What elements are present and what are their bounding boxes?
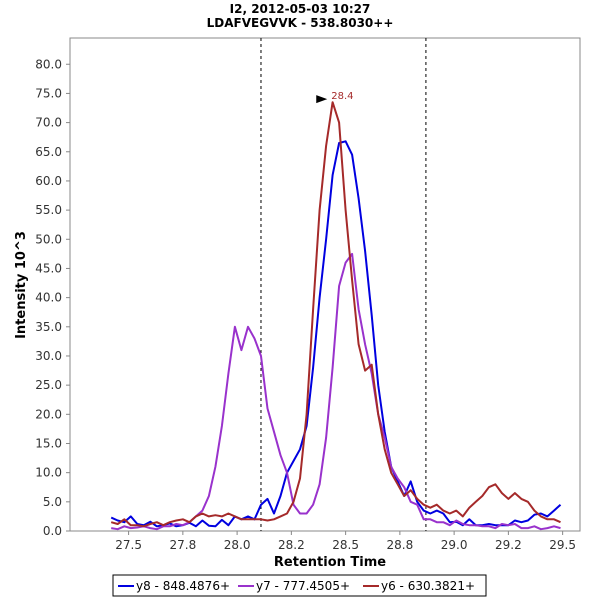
- y-tick-label: 70.0: [35, 116, 62, 130]
- y-tick-label: 60.0: [35, 174, 62, 188]
- axis-ticks-group: 0.0 5.0 10.0 15.0 20.0 25.0 30.0 35.0 40.0 45.0 50…: [35, 57, 576, 552]
- y-tick-label: 30.0: [35, 349, 62, 363]
- peak-annotation-group: 28.4: [316, 91, 354, 104]
- boundary-lines-group: [260, 38, 427, 531]
- peak-marker-arrow: [316, 95, 328, 104]
- y-tick-label: 5.0: [43, 495, 62, 509]
- peak-label: 28.4: [331, 91, 353, 102]
- y-tick-label: 45.0: [35, 261, 62, 275]
- y-axis-label: Intensity 10^3: [14, 231, 29, 339]
- series-line-y6: [110, 101, 561, 528]
- y-tick-label: 80.0: [35, 57, 62, 71]
- y-tick-label: 35.0: [35, 320, 62, 334]
- x-tick-label: 29.0: [441, 538, 468, 552]
- series-line-y7: [111, 252, 561, 531]
- y-tick-label: 0.0: [43, 524, 62, 538]
- x-tick-label: 28.5: [332, 538, 359, 552]
- y-tick-label: 65.0: [35, 145, 62, 159]
- x-tick-label: 27.5: [115, 538, 142, 552]
- y-tick-label: 40.0: [35, 291, 62, 305]
- chart-title: I2, 2012-05-03 10:27: [230, 2, 371, 16]
- y-tick-label: 25.0: [35, 378, 62, 392]
- y-tick-label: 15.0: [35, 436, 62, 450]
- legend-label-y8: y8 - 848.4876+: [136, 579, 230, 593]
- legend-label-y7: y7 - 777.4505+: [256, 579, 350, 593]
- y-tick-label: 50.0: [35, 232, 62, 246]
- plot-area: [69, 37, 581, 532]
- x-tick-label: 28.0: [224, 538, 251, 552]
- x-tick-label: 29.2: [495, 538, 522, 552]
- y-tick-label: 55.0: [35, 203, 62, 217]
- series-group: [110, 101, 562, 531]
- x-tick-label: 29.5: [549, 538, 576, 552]
- legend-label-y6: y6 - 630.3821+: [381, 579, 475, 593]
- chart-subtitle: LDAFVEGVVK - 538.8030++: [207, 16, 394, 30]
- x-axis-label: Retention Time: [274, 555, 386, 570]
- legend: y8 - 848.4876+ y7 - 777.4505+ y6 - 630.3…: [112, 574, 487, 597]
- y-tick-label: 10.0: [35, 466, 62, 480]
- y-tick-label: 20.0: [35, 407, 62, 421]
- x-tick-label: 27.8: [169, 538, 196, 552]
- y-tick-label: 75.0: [35, 86, 62, 100]
- x-tick-label: 28.8: [387, 538, 414, 552]
- x-tick-label: 28.2: [278, 538, 305, 552]
- legend-box: [112, 574, 487, 597]
